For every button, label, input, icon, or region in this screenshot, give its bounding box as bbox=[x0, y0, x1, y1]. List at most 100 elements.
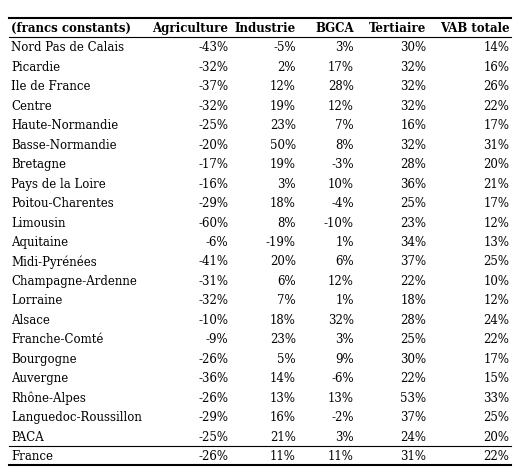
Text: 8%: 8% bbox=[278, 216, 296, 229]
Text: Industrie: Industrie bbox=[235, 22, 296, 35]
Text: Pays de la Loire: Pays de la Loire bbox=[11, 177, 106, 190]
Text: 10%: 10% bbox=[483, 274, 509, 288]
Text: 24%: 24% bbox=[483, 313, 509, 326]
Text: -32%: -32% bbox=[198, 99, 228, 112]
Text: 12%: 12% bbox=[484, 294, 509, 307]
Text: Picardie: Picardie bbox=[11, 61, 61, 74]
Text: 18%: 18% bbox=[270, 313, 296, 326]
Text: 20%: 20% bbox=[483, 430, 509, 443]
Text: 14%: 14% bbox=[270, 371, 296, 385]
Text: Poitou-Charentes: Poitou-Charentes bbox=[11, 197, 114, 209]
Text: 13%: 13% bbox=[270, 391, 296, 404]
Text: 12%: 12% bbox=[328, 99, 354, 112]
Text: Languedoc-Roussillon: Languedoc-Roussillon bbox=[11, 410, 142, 423]
Text: 31%: 31% bbox=[483, 139, 509, 151]
Text: 53%: 53% bbox=[400, 391, 427, 404]
Text: -3%: -3% bbox=[331, 158, 354, 171]
Text: 13%: 13% bbox=[483, 236, 509, 248]
Text: 5%: 5% bbox=[278, 352, 296, 365]
Text: 32%: 32% bbox=[400, 139, 427, 151]
Text: 13%: 13% bbox=[328, 391, 354, 404]
Text: 36%: 36% bbox=[400, 177, 427, 190]
Text: Bourgogne: Bourgogne bbox=[11, 352, 77, 365]
Text: -4%: -4% bbox=[331, 197, 354, 209]
Text: Aquitaine: Aquitaine bbox=[11, 236, 68, 248]
Text: 1%: 1% bbox=[335, 294, 354, 307]
Text: VAB totale: VAB totale bbox=[440, 22, 509, 35]
Text: 11%: 11% bbox=[328, 449, 354, 462]
Text: -16%: -16% bbox=[198, 177, 228, 190]
Text: 17%: 17% bbox=[483, 352, 509, 365]
Text: 2%: 2% bbox=[278, 61, 296, 74]
Text: 23%: 23% bbox=[400, 216, 427, 229]
Text: 17%: 17% bbox=[483, 197, 509, 209]
Text: 20%: 20% bbox=[270, 255, 296, 268]
Text: 24%: 24% bbox=[400, 430, 427, 443]
Text: -9%: -9% bbox=[206, 333, 228, 346]
Text: 32%: 32% bbox=[400, 80, 427, 93]
Text: 30%: 30% bbox=[400, 41, 427, 54]
Text: 12%: 12% bbox=[484, 216, 509, 229]
Text: 22%: 22% bbox=[484, 333, 509, 346]
Text: 32%: 32% bbox=[400, 99, 427, 112]
Text: -26%: -26% bbox=[198, 449, 228, 462]
Text: -17%: -17% bbox=[198, 158, 228, 171]
Text: -32%: -32% bbox=[198, 294, 228, 307]
Text: 21%: 21% bbox=[270, 430, 296, 443]
Text: Franche-Comté: Franche-Comté bbox=[11, 333, 104, 346]
Text: 14%: 14% bbox=[483, 41, 509, 54]
Text: 26%: 26% bbox=[483, 80, 509, 93]
Text: Champagne-Ardenne: Champagne-Ardenne bbox=[11, 274, 137, 288]
Text: 23%: 23% bbox=[270, 119, 296, 132]
Text: Haute-Normandie: Haute-Normandie bbox=[11, 119, 119, 132]
Text: -36%: -36% bbox=[198, 371, 228, 385]
Text: 7%: 7% bbox=[335, 119, 354, 132]
Text: 17%: 17% bbox=[483, 119, 509, 132]
Text: 28%: 28% bbox=[328, 80, 354, 93]
Text: 37%: 37% bbox=[400, 255, 427, 268]
Text: 28%: 28% bbox=[400, 313, 427, 326]
Text: France: France bbox=[11, 449, 53, 462]
Text: 17%: 17% bbox=[328, 61, 354, 74]
Text: -60%: -60% bbox=[198, 216, 228, 229]
Text: 18%: 18% bbox=[400, 294, 427, 307]
Text: -10%: -10% bbox=[324, 216, 354, 229]
Text: 9%: 9% bbox=[335, 352, 354, 365]
Text: Tertiaire: Tertiaire bbox=[369, 22, 427, 35]
Text: -6%: -6% bbox=[206, 236, 228, 248]
Text: Rhône-Alpes: Rhône-Alpes bbox=[11, 391, 86, 404]
Text: 7%: 7% bbox=[278, 294, 296, 307]
Text: 3%: 3% bbox=[335, 430, 354, 443]
Text: 22%: 22% bbox=[400, 371, 427, 385]
Text: (francs constants): (francs constants) bbox=[11, 22, 131, 35]
Text: 18%: 18% bbox=[270, 197, 296, 209]
Text: 16%: 16% bbox=[400, 119, 427, 132]
Text: 28%: 28% bbox=[400, 158, 427, 171]
Text: 37%: 37% bbox=[400, 410, 427, 423]
Text: -25%: -25% bbox=[198, 119, 228, 132]
Text: BGCA: BGCA bbox=[315, 22, 354, 35]
Text: -19%: -19% bbox=[266, 236, 296, 248]
Text: 33%: 33% bbox=[483, 391, 509, 404]
Text: -37%: -37% bbox=[198, 80, 228, 93]
Text: 30%: 30% bbox=[400, 352, 427, 365]
Text: 3%: 3% bbox=[278, 177, 296, 190]
Text: 10%: 10% bbox=[328, 177, 354, 190]
Text: 34%: 34% bbox=[400, 236, 427, 248]
Text: -29%: -29% bbox=[198, 197, 228, 209]
Text: 6%: 6% bbox=[335, 255, 354, 268]
Text: -25%: -25% bbox=[198, 430, 228, 443]
Text: Limousin: Limousin bbox=[11, 216, 66, 229]
Text: Bretagne: Bretagne bbox=[11, 158, 66, 171]
Text: 16%: 16% bbox=[270, 410, 296, 423]
Text: 25%: 25% bbox=[483, 255, 509, 268]
Text: 20%: 20% bbox=[483, 158, 509, 171]
Text: 25%: 25% bbox=[483, 410, 509, 423]
Text: Nord Pas de Calais: Nord Pas de Calais bbox=[11, 41, 124, 54]
Text: 12%: 12% bbox=[328, 274, 354, 288]
Text: 32%: 32% bbox=[328, 313, 354, 326]
Text: PACA: PACA bbox=[11, 430, 44, 443]
Text: -6%: -6% bbox=[331, 371, 354, 385]
Text: 16%: 16% bbox=[483, 61, 509, 74]
Text: Agriculture: Agriculture bbox=[152, 22, 228, 35]
